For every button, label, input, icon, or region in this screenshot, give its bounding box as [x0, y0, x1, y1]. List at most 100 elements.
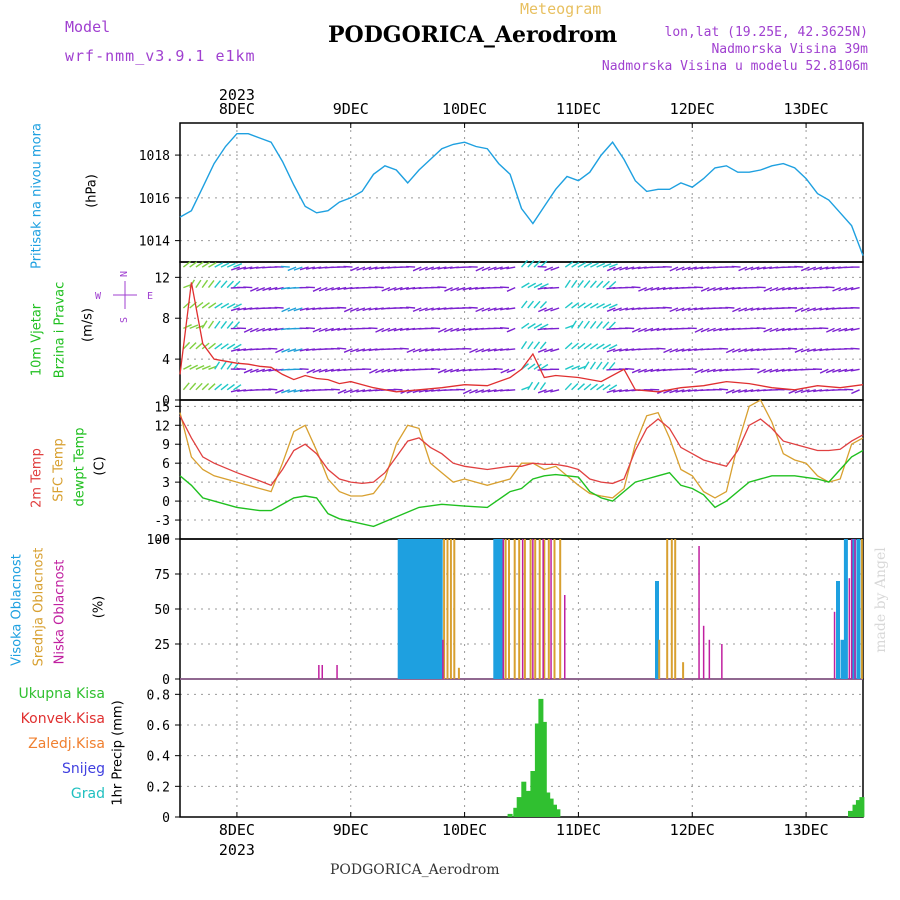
- wind-arrow: [431, 367, 441, 370]
- wind-arrow: [468, 286, 478, 291]
- wind-arrow: [444, 327, 453, 333]
- wind-arrow: [800, 266, 810, 272]
- y-tick-label: 0.6: [147, 719, 170, 734]
- wind-arrow: [287, 307, 297, 312]
- cloud-bar: [411, 539, 416, 679]
- x-tick-label-bottom: 9DEC: [333, 821, 369, 839]
- wind-arrow: [312, 368, 322, 374]
- wind-arrow: [499, 286, 510, 289]
- wind-arrow: [763, 368, 773, 374]
- wind-arrow: [362, 307, 372, 312]
- wind-arrow: [756, 266, 766, 270]
- wind-arrow: [331, 327, 341, 332]
- wind-arrow: [583, 361, 590, 370]
- y-tick-label: 6: [162, 457, 170, 472]
- wind-arrow: [356, 348, 366, 353]
- wind-arrow: [475, 266, 485, 272]
- wind-arrow: [800, 389, 810, 394]
- wind-arrow: [533, 260, 541, 268]
- wind-arrow: [583, 343, 592, 350]
- wind-arrow: [700, 327, 710, 333]
- wind-arrow: [819, 348, 829, 352]
- wind-arrow: [612, 307, 622, 312]
- wind-arrow: [731, 265, 741, 268]
- wind-arrow: [318, 327, 328, 333]
- y-tick-label: 15: [154, 400, 170, 415]
- wind-arrow: [533, 323, 543, 330]
- wind-arrow: [527, 260, 535, 268]
- wind-arrow: [381, 368, 391, 373]
- wind-arrow: [182, 382, 190, 391]
- wind-arrow: [195, 301, 204, 309]
- wind-arrow: [437, 327, 447, 333]
- wind-arrow: [527, 381, 534, 391]
- x-tick-label-top: 11DEC: [556, 100, 601, 118]
- wind-arrow: [201, 279, 209, 289]
- wind-arrow: [521, 322, 530, 329]
- wind-arrow: [596, 383, 605, 391]
- wind-arrow: [456, 286, 466, 291]
- wind-arrow: [675, 266, 685, 272]
- wind-arrow: [612, 389, 622, 393]
- wind-arrow: [437, 266, 447, 270]
- wind-arrow: [769, 286, 779, 292]
- wind-arrow: [214, 343, 223, 350]
- wind-arrow: [293, 348, 303, 352]
- wind-arrow: [602, 384, 611, 391]
- wind-arrow: [362, 389, 372, 393]
- wind-arrow: [750, 307, 760, 311]
- wind-arrow: [564, 261, 574, 268]
- wind-arrow: [356, 389, 366, 393]
- wind-arrow: [195, 261, 204, 268]
- wind-arrow: [719, 368, 729, 372]
- cloud-bar: [836, 581, 840, 679]
- wind-arrow: [644, 286, 654, 292]
- wind-arrow: [306, 368, 316, 374]
- wind-arrow: [349, 389, 359, 394]
- wind-arrow: [268, 347, 278, 350]
- wind-arrow: [287, 389, 297, 393]
- wind-arrow: [375, 368, 385, 374]
- wind-arrow: [794, 348, 804, 353]
- wind-arrow: [381, 327, 391, 333]
- wind-arrow: [656, 327, 666, 332]
- wind-arrow: [564, 279, 571, 288]
- y-tick-label: 25: [154, 638, 170, 653]
- wind-arrow: [506, 286, 516, 292]
- wind-arrow: [237, 348, 247, 352]
- pressure-line: [179, 132, 864, 256]
- wind-arrow: [220, 280, 228, 289]
- wind-arrow: [443, 266, 453, 270]
- wind-arrow: [520, 259, 529, 268]
- wind-arrow: [393, 327, 403, 332]
- wind-arrow: [268, 388, 278, 391]
- wind-arrow: [619, 266, 629, 271]
- wind-arrow: [374, 286, 384, 289]
- wind-arrow: [268, 327, 278, 332]
- y-tick-label: 0: [162, 394, 170, 409]
- wind-arrow: [725, 348, 735, 354]
- wind-arrow: [183, 324, 192, 330]
- wind-arrow: [539, 341, 547, 350]
- wind-arrow: [537, 389, 547, 394]
- wind-arrow: [287, 266, 297, 272]
- wind-arrow: [596, 303, 605, 309]
- wind-arrow: [694, 307, 704, 311]
- cloud-bar: [666, 539, 669, 679]
- wind-arrow: [694, 266, 704, 270]
- wind-arrow: [806, 348, 816, 353]
- sfc-temp-line: [179, 399, 864, 499]
- precip-bar: [859, 797, 865, 817]
- cloud-bar: [851, 539, 856, 679]
- wind-arrow: [469, 389, 478, 394]
- x-tick-label-top: 9DEC: [333, 100, 369, 118]
- wind-arrow: [663, 389, 673, 394]
- wind-arrow: [393, 368, 403, 372]
- wind-arrow: [444, 286, 453, 292]
- wind-arrow: [208, 302, 217, 309]
- wind-arrow: [813, 266, 823, 271]
- wind-arrow: [571, 261, 580, 268]
- wind-arrow: [387, 327, 397, 332]
- wind-arrow: [487, 348, 497, 352]
- wind-arrow: [825, 368, 835, 374]
